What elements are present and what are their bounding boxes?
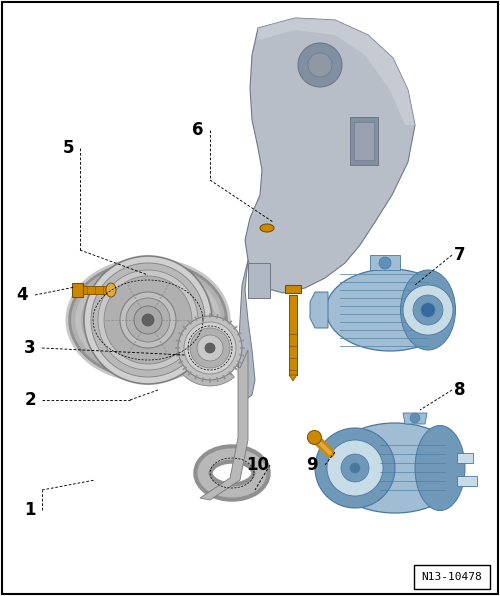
Circle shape [104,276,192,364]
Text: N13-10478: N13-10478 [422,572,482,582]
Circle shape [190,328,230,368]
Text: 9: 9 [306,456,318,474]
Ellipse shape [326,423,464,513]
Circle shape [298,43,342,87]
Bar [289,295,297,375]
Polygon shape [245,18,415,293]
Bar [350,117,378,165]
Circle shape [126,298,170,342]
Text: 8: 8 [454,381,466,399]
Text: 4: 4 [16,286,28,304]
Circle shape [91,263,205,377]
Circle shape [327,440,383,496]
Circle shape [134,306,162,334]
Polygon shape [310,292,328,328]
Polygon shape [457,476,477,486]
Polygon shape [200,350,248,500]
Text: 7: 7 [454,246,466,264]
Polygon shape [457,453,473,463]
Polygon shape [285,285,301,293]
Polygon shape [289,375,297,381]
Circle shape [413,295,443,325]
Circle shape [205,343,215,353]
Bar [354,122,374,160]
Polygon shape [72,283,83,297]
Text: 1: 1 [24,501,36,519]
Text: 2: 2 [24,391,36,409]
Bar [75,286,107,294]
Polygon shape [403,413,427,424]
Circle shape [178,316,242,380]
Ellipse shape [326,269,454,351]
Circle shape [350,463,360,473]
Circle shape [308,430,322,445]
Text: 10: 10 [246,456,270,474]
Ellipse shape [415,426,465,511]
FancyBboxPatch shape [414,565,490,589]
Text: 3: 3 [24,339,36,357]
Circle shape [341,454,369,482]
Polygon shape [238,260,255,400]
Polygon shape [258,18,415,125]
Ellipse shape [260,224,274,232]
Polygon shape [370,255,400,270]
Circle shape [184,322,236,374]
Polygon shape [172,348,234,386]
Circle shape [308,53,332,77]
Circle shape [403,285,453,335]
Circle shape [84,256,212,384]
Circle shape [142,314,154,326]
Circle shape [410,413,420,423]
Ellipse shape [400,270,456,350]
Circle shape [120,292,176,348]
Ellipse shape [106,283,116,297]
Text: 6: 6 [192,121,204,139]
Circle shape [421,303,435,317]
Circle shape [315,428,395,508]
Text: 5: 5 [62,139,74,157]
Circle shape [379,257,391,269]
Circle shape [98,270,198,370]
Bar [248,263,270,298]
Circle shape [197,335,223,361]
